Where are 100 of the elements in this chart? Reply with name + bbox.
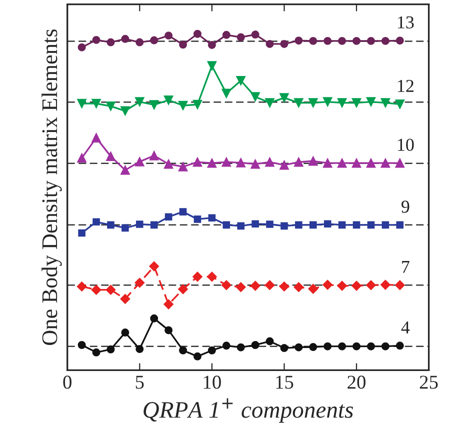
y-axis-title: One Body Density matrix Elements [42,29,62,345]
point [77,98,86,108]
point [136,38,144,46]
point [338,36,346,45]
x-tick-label: 10 [204,376,221,389]
point [352,221,360,229]
point [382,221,390,229]
point [380,98,390,108]
point [92,218,100,226]
point [207,158,217,168]
point [164,299,174,310]
point [222,221,230,229]
point [322,97,332,107]
point [178,100,188,110]
point [250,92,260,102]
point [381,342,390,350]
point [92,348,100,356]
point [164,326,173,334]
point [78,43,86,52]
point [366,97,376,107]
point [164,32,173,40]
point [367,221,375,229]
point [352,36,360,45]
point [266,40,274,48]
point [324,220,332,228]
point [308,284,318,294]
point [265,157,274,167]
point [265,98,274,108]
point [106,345,115,354]
point [250,280,260,291]
point [294,157,304,167]
point [194,216,202,223]
point [396,342,404,350]
point [222,88,232,98]
point [236,76,246,86]
point [77,153,86,163]
point [136,220,144,228]
point [222,157,232,167]
point [206,272,217,282]
point [78,341,86,349]
point [149,150,159,160]
point [120,165,130,175]
point [164,95,174,105]
point [396,221,404,229]
point [221,280,232,290]
point [164,213,172,220]
x-tick-label: 25 [420,376,438,389]
x-tick-label: 0 [63,376,72,389]
point [236,158,246,168]
point [366,342,375,350]
point [208,214,216,222]
point [280,40,288,48]
point [192,100,202,110]
point [178,284,188,294]
point [134,278,145,288]
point [208,40,216,49]
point [366,36,375,45]
point [207,61,217,71]
point [380,280,390,290]
point [308,156,318,166]
point [150,36,158,44]
point [324,342,332,350]
point [294,36,303,45]
point [395,99,405,109]
point [149,261,160,272]
point [250,159,260,169]
point [236,343,245,352]
x-tick-label: 15 [276,376,294,389]
point [251,341,260,349]
series-label: 4 [401,321,410,334]
point [322,158,332,168]
x-axis-title: QRPA 1$^{+}$ components [144,398,354,423]
point [338,342,346,350]
point [76,282,87,292]
point [308,98,318,108]
point [237,222,244,230]
point [222,30,230,39]
point [322,280,333,290]
point [309,36,318,45]
series-label: 12 [398,80,414,92]
point [266,220,274,228]
point [352,342,360,350]
point [179,208,187,216]
point [396,36,404,45]
point [193,30,202,38]
point [122,224,129,232]
point [193,352,202,360]
x-tick-label: 5 [136,376,144,389]
point [120,106,130,116]
point [280,222,288,230]
point [92,98,101,108]
point [395,158,405,168]
point [381,36,390,45]
series-label: 7 [402,260,410,273]
series-label: 13 [398,16,414,28]
point [120,294,130,304]
point [324,36,332,45]
point [366,158,376,168]
series-label: 9 [402,200,410,213]
point [106,102,116,111]
